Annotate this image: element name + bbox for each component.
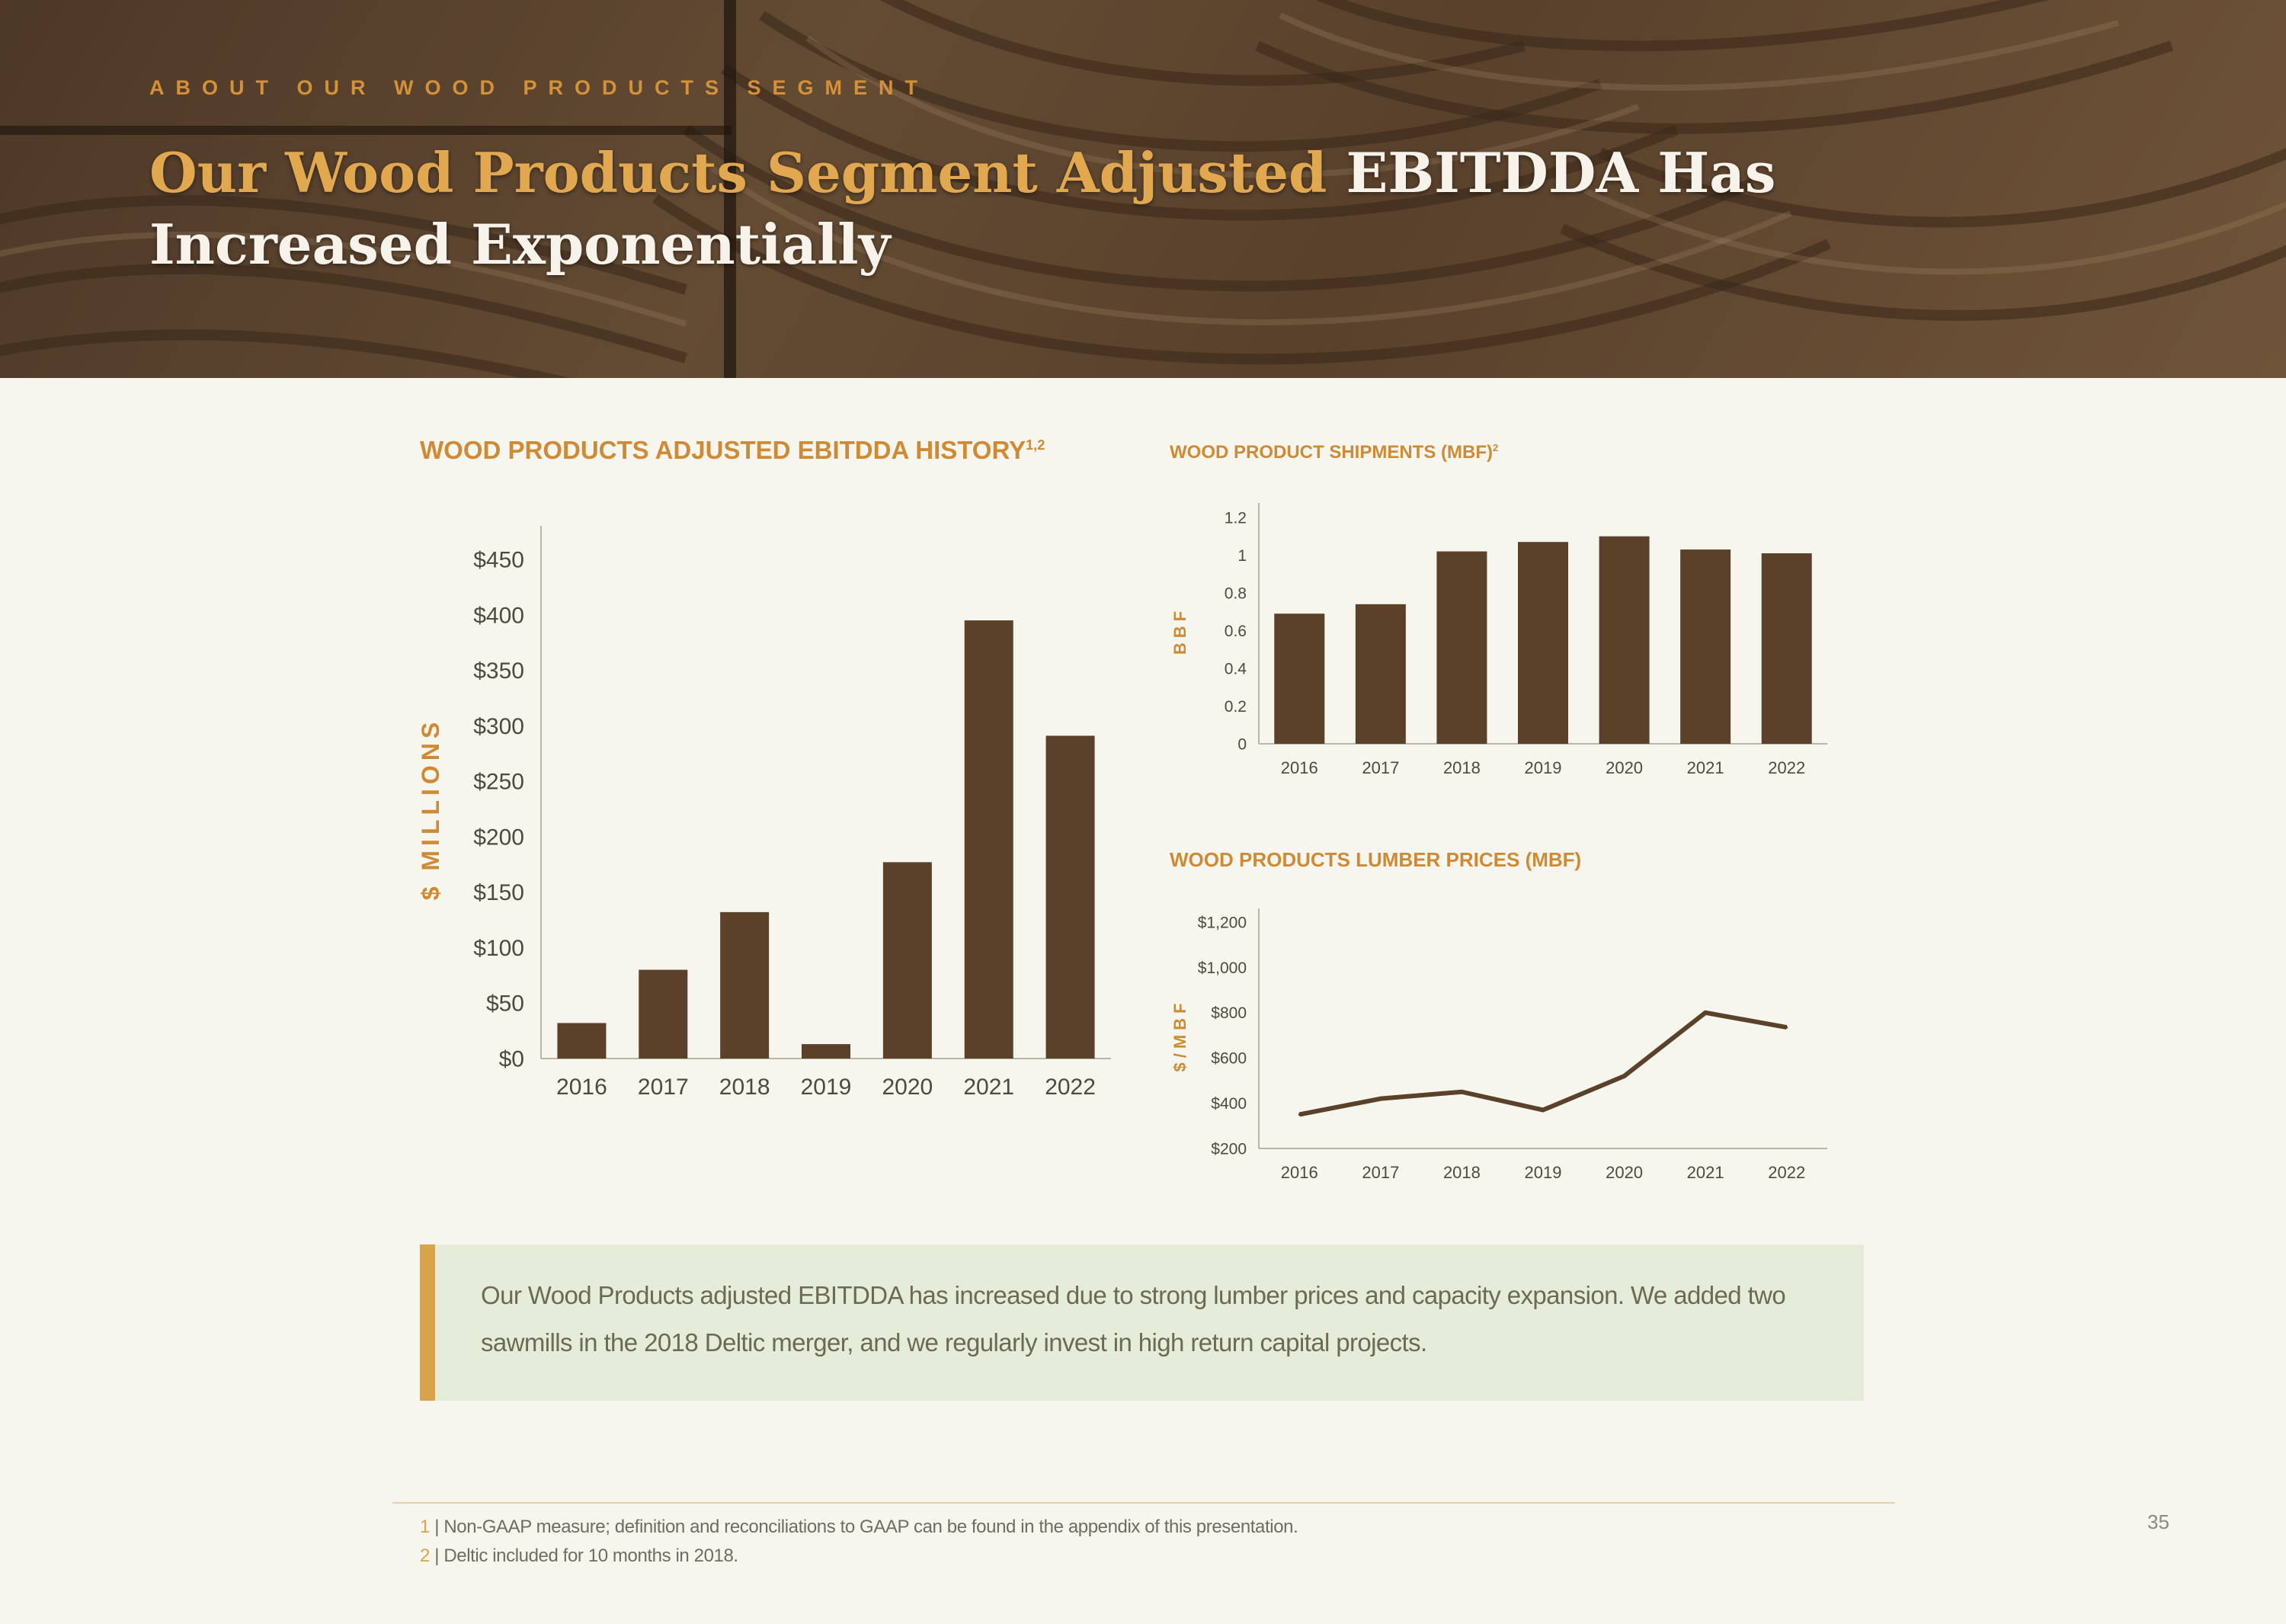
- lumber-point: [1542, 1109, 1545, 1112]
- lumber-y-tick-label: $1,000: [1198, 959, 1247, 977]
- page-title: Our Wood Products Segment Adjusted EBITD…: [149, 137, 1902, 280]
- shipments-bar: [1599, 536, 1650, 744]
- lumber-point: [1298, 1113, 1301, 1116]
- shipments-y-tick-label: 1: [1237, 547, 1247, 565]
- page-number: 35: [2147, 1510, 2169, 1533]
- lumber-y-tick-label: $200: [1211, 1140, 1247, 1158]
- shipments-bar: [1761, 553, 1812, 744]
- footnote-2-number: 2: [420, 1546, 430, 1566]
- ebitda-bar: [802, 1044, 850, 1059]
- lumber-x-tick-label: 2021: [1687, 1163, 1724, 1182]
- shipments-bar: [1518, 542, 1568, 744]
- lumber-point: [1460, 1091, 1463, 1094]
- ebitda-x-tick-label: 2017: [638, 1075, 689, 1100]
- lumber-x-tick-label: 2020: [1606, 1163, 1643, 1182]
- lumber-y-tick-label: $600: [1211, 1050, 1247, 1068]
- ebitda-y-tick-label: $350: [473, 658, 524, 684]
- shipments-y-tick-label: 0.2: [1225, 698, 1247, 716]
- page-title-accent: Our Wood Products Segment Adjusted: [149, 140, 1327, 205]
- shipments-y-tick-label: 0: [1237, 735, 1247, 753]
- footnote-1-text: Non-GAAP measure; definition and reconci…: [443, 1517, 1298, 1537]
- ebitda-chart-title: WOOD PRODUCTS ADJUSTED EBITDDA HISTORY1,…: [420, 436, 1045, 465]
- page-title-line2: Increased Exponentially: [149, 212, 891, 277]
- lumber-y-tick-label: $400: [1211, 1095, 1247, 1113]
- wood-grain-background: [0, 0, 2286, 378]
- footnote-2-text: Deltic included for 10 months in 2018.: [443, 1546, 738, 1566]
- footnote-1-separator: |: [429, 1517, 444, 1537]
- header-banner: ABOUT OUR WOOD PRODUCTS SEGMENT Our Wood…: [0, 0, 2286, 378]
- lumber-x-tick-label: 2017: [1362, 1163, 1399, 1182]
- ebitda-y-tick-label: $0: [499, 1047, 524, 1072]
- ebitda-bar: [1045, 735, 1095, 1059]
- shipments-y-tick-label: 0.6: [1225, 623, 1247, 640]
- ebitda-y-tick-label: $300: [473, 714, 524, 739]
- ebitda-chart-title-text: WOOD PRODUCTS ADJUSTED EBITDDA HISTORY: [420, 436, 1026, 464]
- lumber-point: [1379, 1097, 1382, 1100]
- ebitda-y-axis-label: $ MILLIONS: [417, 718, 444, 901]
- lumber-x-tick-label: 2018: [1443, 1163, 1481, 1182]
- callout-text: Our Wood Products adjusted EBITDDA has i…: [481, 1281, 1786, 1357]
- ebitda-x-tick-label: 2019: [801, 1075, 852, 1100]
- lumber-point: [1785, 1026, 1788, 1029]
- ebitda-y-tick-label: $250: [473, 770, 524, 795]
- ebitda-x-tick-label: 2021: [963, 1075, 1014, 1100]
- shipments-chart-title-text: WOOD PRODUCT SHIPMENTS (MBF): [1170, 442, 1493, 463]
- ebitda-bar: [557, 1023, 607, 1059]
- lumber-x-tick-label: 2019: [1525, 1163, 1562, 1182]
- footnote-2: 2 | Deltic included for 10 months in 201…: [420, 1546, 738, 1567]
- footnote-divider: [392, 1502, 1895, 1504]
- ebitda-y-tick-label: $100: [473, 936, 524, 961]
- callout-box: Our Wood Products adjusted EBITDDA has i…: [420, 1244, 1864, 1401]
- shipments-bar: [1355, 604, 1406, 744]
- footnote-1: 1 | Non-GAAP measure; definition and rec…: [420, 1517, 1298, 1538]
- ebitda-y-tick-label: $50: [486, 991, 524, 1017]
- shipments-y-tick-label: 0.8: [1225, 585, 1247, 602]
- lumber-chart-title-text: WOOD PRODUCTS LUMBER PRICES (MBF): [1170, 848, 1582, 871]
- shipments-x-tick-label: 2017: [1362, 758, 1399, 777]
- shipments-y-tick-label: 0.4: [1225, 660, 1247, 677]
- shipments-chart-title: WOOD PRODUCT SHIPMENTS (MBF)2: [1170, 442, 1498, 463]
- ebitda-bar: [720, 911, 770, 1059]
- shipments-bar: [1680, 549, 1731, 744]
- ebitda-bar: [639, 969, 688, 1059]
- lumber-y-tick-label: $1,200: [1198, 914, 1247, 931]
- ebitda-x-tick-label: 2016: [556, 1075, 607, 1100]
- ebitda-x-tick-label: 2022: [1045, 1075, 1096, 1100]
- shipments-bar: [1274, 613, 1325, 744]
- ebitda-y-tick-label: $200: [473, 825, 524, 850]
- ebitda-y-tick-label: $450: [473, 548, 524, 573]
- shipments-bar: [1436, 551, 1487, 744]
- shipments-x-tick-label: 2020: [1606, 758, 1643, 777]
- lumber-y-tick-label: $800: [1211, 1004, 1247, 1022]
- shipments-y-axis-label: BBF: [1170, 607, 1189, 655]
- ebitda-x-tick-label: 2018: [719, 1075, 770, 1100]
- shipments-x-tick-label: 2019: [1525, 758, 1562, 777]
- section-eyebrow: ABOUT OUR WOOD PRODUCTS SEGMENT: [149, 76, 929, 99]
- lumber-series-line: [1298, 1010, 1788, 1117]
- shipments-x-tick-label: 2016: [1281, 758, 1318, 777]
- shipments-chart-title-footnote: 2: [1492, 442, 1499, 453]
- lumber-x-tick-label: 2022: [1768, 1163, 1805, 1182]
- footnote-1-number: 1: [420, 1517, 430, 1537]
- shipments-x-tick-label: 2018: [1443, 758, 1481, 777]
- shipments-x-tick-label: 2021: [1687, 758, 1724, 777]
- lumber-point: [1704, 1011, 1707, 1014]
- shipments-y-tick-label: 1.2: [1225, 509, 1247, 527]
- lumber-chart-title: WOOD PRODUCTS LUMBER PRICES (MBF): [1170, 848, 1581, 872]
- lumber-point: [1623, 1075, 1626, 1078]
- ebitda-chart-title-footnote: 1,2: [1026, 437, 1045, 453]
- lumber-y-axis-label: $/MBF: [1170, 999, 1189, 1072]
- ebitda-bar: [964, 620, 1013, 1059]
- shipments-x-tick-label: 2022: [1768, 758, 1805, 777]
- ebitda-bar: [882, 862, 932, 1059]
- footnote-2-separator: |: [429, 1546, 444, 1566]
- ebitda-x-tick-label: 2020: [882, 1075, 933, 1100]
- page-title-rest: EBITDDA Has: [1327, 140, 1776, 205]
- ebitda-y-tick-label: $150: [473, 880, 524, 905]
- ebitda-y-tick-label: $400: [473, 603, 524, 628]
- lumber-x-tick-label: 2016: [1281, 1163, 1318, 1182]
